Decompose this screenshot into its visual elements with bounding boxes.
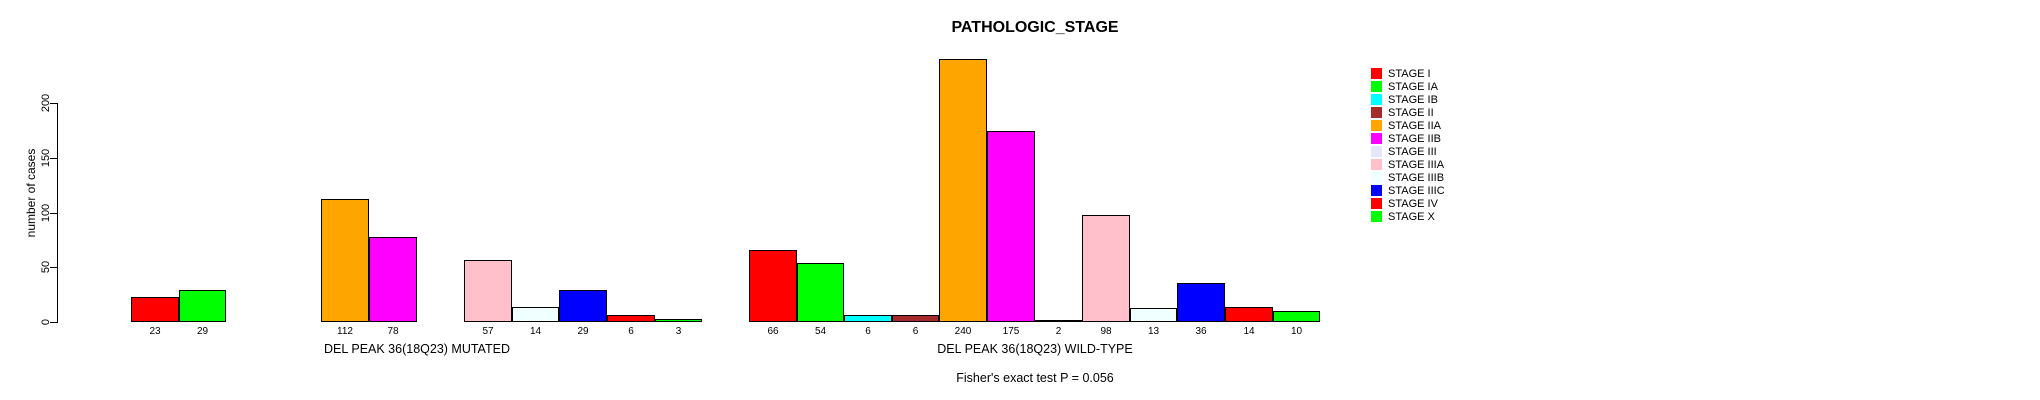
y-tick-mark-150 (50, 158, 58, 159)
legend-swatch-stage-ia (1371, 81, 1382, 92)
mutated-bar-stage-iiic (559, 290, 607, 322)
chart-title: PATHOLOGIC_STAGE (951, 19, 1119, 36)
wild-type-bar-value-stage-iiib: 13 (1147, 326, 1160, 337)
legend-label-stage-iv: STAGE IV (1388, 197, 1438, 210)
legend-label-stage-ia: STAGE IA (1388, 80, 1438, 93)
mutated-bar-stage-iv (607, 315, 655, 322)
legend-item-stage-iiic: STAGE IIIC (1371, 184, 1445, 197)
mutated-bar-value-stage-iiib: 14 (529, 326, 542, 337)
wild-type-bar-value-stage-ib: 6 (865, 326, 871, 337)
fisher-test-annotation: Fisher's exact test P = 0.056 (956, 371, 1114, 385)
legend-item-stage-iiia: STAGE IIIA (1371, 158, 1444, 171)
mutated-bar-stage-i (131, 297, 179, 322)
wild-type-bar-stage-iia (939, 59, 987, 322)
wild-type-bar-stage-iii (1035, 320, 1082, 322)
legend-label-stage-iia: STAGE IIA (1388, 119, 1441, 132)
y-tick-mark-50 (50, 267, 58, 268)
legend-label-stage-i: STAGE I (1388, 67, 1431, 80)
legend-label-stage-iiib: STAGE IIIB (1388, 171, 1445, 184)
wild-type-bar-value-stage-iiic: 36 (1195, 326, 1207, 337)
wild-type-bar-value-stage-ii: 6 (912, 326, 919, 337)
legend-swatch-stage-iia (1371, 120, 1382, 131)
legend-label-stage-ii: STAGE II (1388, 106, 1434, 119)
wild-type-bar-value-stage-iib: 175 (1002, 326, 1020, 337)
legend-swatch-stage-iiia (1371, 159, 1382, 170)
y-tick-label-200: 200 (40, 93, 52, 113)
y-tick-mark-200 (50, 103, 58, 104)
wild-type-bar-stage-ia (797, 263, 844, 322)
legend-swatch-stage-ib (1371, 94, 1382, 105)
y-tick-label-150: 150 (40, 148, 52, 168)
wild-type-bar-stage-ii (892, 315, 939, 322)
mutated-bar-value-stage-iv: 6 (628, 326, 634, 337)
legend-item-stage-iv: STAGE IV (1371, 197, 1438, 210)
wild-type-bar-stage-iv (1225, 307, 1273, 322)
legend-label-stage-iiic: STAGE IIIC (1388, 184, 1445, 197)
mutated-bar-value-stage-iiia: 57 (482, 326, 494, 337)
wild-type-bar-value-stage-ia: 54 (814, 326, 827, 337)
legend-label-stage-ib: STAGE IB (1388, 93, 1438, 106)
y-tick-label-0: 0 (40, 318, 52, 326)
wild-type-bar-stage-iiic (1177, 283, 1225, 322)
y-axis-line (57, 103, 58, 322)
y-tick-mark-0 (50, 322, 58, 323)
mutated-bar-value-stage-iia: 112 (337, 326, 353, 337)
legend-item-stage-i: STAGE I (1371, 67, 1431, 80)
x-axis-title-wild-type: DEL PEAK 36(18Q23) WILD-TYPE (937, 342, 1133, 356)
mutated-bar-stage-iiia (464, 260, 512, 322)
y-axis-label: number of cases (24, 148, 38, 238)
wild-type-bar-stage-iiib (1130, 308, 1177, 322)
legend-item-stage-ib: STAGE IB (1371, 93, 1438, 106)
legend-swatch-stage-iib (1371, 133, 1382, 144)
mutated-bar-value-stage-iib: 78 (387, 326, 399, 337)
legend-item-stage-ia: STAGE IA (1371, 80, 1438, 93)
wild-type-bar-stage-iib (987, 131, 1035, 322)
mutated-bar-stage-iib (369, 237, 417, 322)
mutated-bar-stage-iiib (512, 307, 559, 322)
legend-swatch-stage-i (1371, 68, 1382, 79)
legend-item-stage-iia: STAGE IIA (1371, 119, 1441, 132)
mutated-bar-value-stage-iiic: 29 (577, 326, 589, 337)
wild-type-bar-stage-i (749, 250, 797, 322)
legend-item-stage-x: STAGE X (1371, 210, 1435, 223)
wild-type-bar-value-stage-x: 10 (1290, 326, 1303, 337)
legend-label-stage-iii: STAGE III (1388, 145, 1437, 158)
legend-swatch-stage-iiic (1371, 185, 1382, 196)
mutated-bar-value-stage-x: 3 (675, 326, 682, 337)
legend-swatch-stage-ii (1371, 107, 1382, 118)
legend-swatch-stage-iv (1371, 198, 1382, 209)
legend-item-stage-ii: STAGE II (1371, 106, 1434, 119)
legend-item-stage-iii: STAGE III (1371, 145, 1437, 158)
wild-type-bar-value-stage-iv: 14 (1243, 326, 1255, 337)
wild-type-bar-stage-ib (844, 315, 892, 322)
legend-label-stage-iiia: STAGE IIIA (1388, 158, 1445, 171)
legend-swatch-stage-x (1371, 211, 1382, 222)
wild-type-bar-value-stage-i: 66 (767, 326, 779, 337)
legend-label-stage-x: STAGE X (1388, 210, 1435, 223)
legend-swatch-stage-iii (1371, 146, 1382, 157)
wild-type-bar-value-stage-iiia: 98 (1100, 326, 1112, 337)
y-tick-label-100: 100 (40, 203, 52, 223)
legend-label-stage-iib: STAGE IIB (1388, 132, 1441, 145)
wild-type-bar-stage-iiia (1082, 215, 1130, 322)
mutated-bar-value-stage-ia: 29 (196, 326, 209, 337)
mutated-bar-stage-iia (321, 199, 369, 322)
wild-type-bar-stage-x (1273, 311, 1320, 322)
wild-type-bar-value-stage-iii: 2 (1055, 326, 1062, 337)
y-tick-mark-100 (50, 213, 58, 214)
legend-item-stage-iib: STAGE IIB (1371, 132, 1441, 145)
mutated-bar-value-stage-i: 23 (149, 326, 161, 337)
mutated-bar-stage-ia (179, 290, 226, 322)
legend-item-stage-iiib: STAGE IIIB (1371, 171, 1444, 184)
x-axis-title-mutated: DEL PEAK 36(18Q23) MUTATED (324, 342, 510, 356)
mutated-bar-stage-x (655, 319, 702, 322)
wild-type-bar-value-stage-iia: 240 (954, 326, 972, 337)
legend-swatch-stage-iiib (1371, 172, 1382, 183)
y-tick-label-50: 50 (40, 260, 52, 274)
